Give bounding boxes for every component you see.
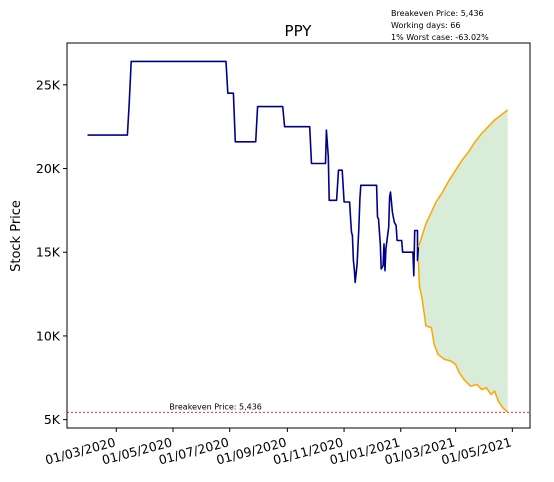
plot-frame [66,42,531,429]
projection-band [418,110,508,413]
info-line-breakeven: Breakeven Price: 5,436 [391,9,484,18]
y-tick-label: 5K [44,412,61,427]
series-line-history [87,60,420,284]
info-line-worst-case: 1% Worst case: -63.02% [391,33,489,42]
plot-area: Breakeven Price: 5,436 [67,60,530,413]
chart-title: PPY [285,22,313,40]
y-axis-label: Stock Price [9,200,24,272]
y-tick-label: 25K [36,77,61,92]
series-line-projection-upper [417,109,509,248]
series-line-projection-lower [417,260,509,413]
y-tick-label: 20K [36,161,61,176]
breakeven-label: Breakeven Price: 5,436 [169,402,262,411]
info-line-working-days: Working days: 66 [391,21,460,30]
y-tick-label: 10K [36,328,61,343]
y-tick-label: 15K [36,245,61,260]
